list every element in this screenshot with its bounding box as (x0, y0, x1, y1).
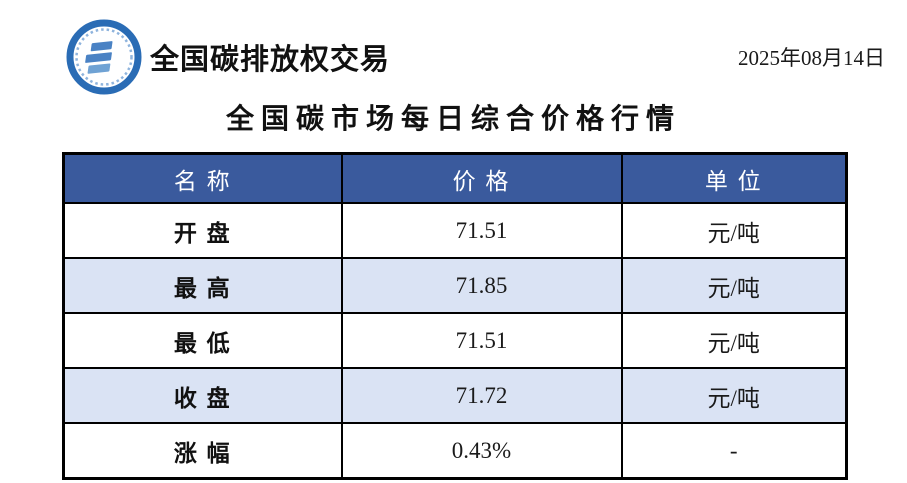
brand-title: 全国碳排放权交易 (150, 44, 391, 76)
row-unit-cell: 元/吨 (620, 202, 848, 259)
row-name-cell: 开 盘 (62, 202, 343, 259)
row-price-cell: 71.51 (340, 202, 623, 259)
column-header-name: 名 称 (62, 152, 343, 204)
table-row: 开 盘 71.51 元/吨 (62, 202, 848, 259)
table-row: 最 低 71.51 元/吨 (62, 312, 848, 369)
row-name-cell: 最 高 (62, 257, 343, 314)
brand-header: 全国碳排放权交易 (66, 18, 390, 96)
table-row: 收 盘 71.72 元/吨 (62, 367, 848, 424)
table-row: 最 高 71.85 元/吨 (62, 257, 848, 314)
row-name-cell: 涨 幅 (62, 422, 343, 480)
carbon-exchange-logo-icon (66, 19, 142, 95)
row-price-cell: 0.43% (340, 422, 623, 480)
table-row: 涨 幅 0.43% - (62, 422, 848, 480)
row-price-cell: 71.72 (340, 367, 623, 424)
report-date: 2025年08月14日 (738, 46, 885, 70)
column-header-price: 价 格 (340, 152, 623, 204)
table-header-row: 名 称 价 格 单 位 (62, 152, 848, 204)
daily-price-table: 名 称 价 格 单 位 开 盘 71.51 元/吨最 高 71.85 元/吨最 低 71.… (62, 152, 848, 480)
row-name-cell: 最 低 (62, 312, 343, 369)
row-name-cell: 收 盘 (62, 367, 343, 424)
row-unit-cell: - (620, 422, 848, 480)
row-unit-cell: 元/吨 (620, 312, 848, 369)
page-title: 全国碳市场每日综合价格行情 (225, 104, 681, 135)
row-unit-cell: 元/吨 (620, 257, 848, 314)
row-price-cell: 71.85 (340, 257, 623, 314)
column-header-unit: 单 位 (620, 152, 848, 204)
row-price-cell: 71.51 (340, 312, 623, 369)
row-unit-cell: 元/吨 (620, 367, 848, 424)
